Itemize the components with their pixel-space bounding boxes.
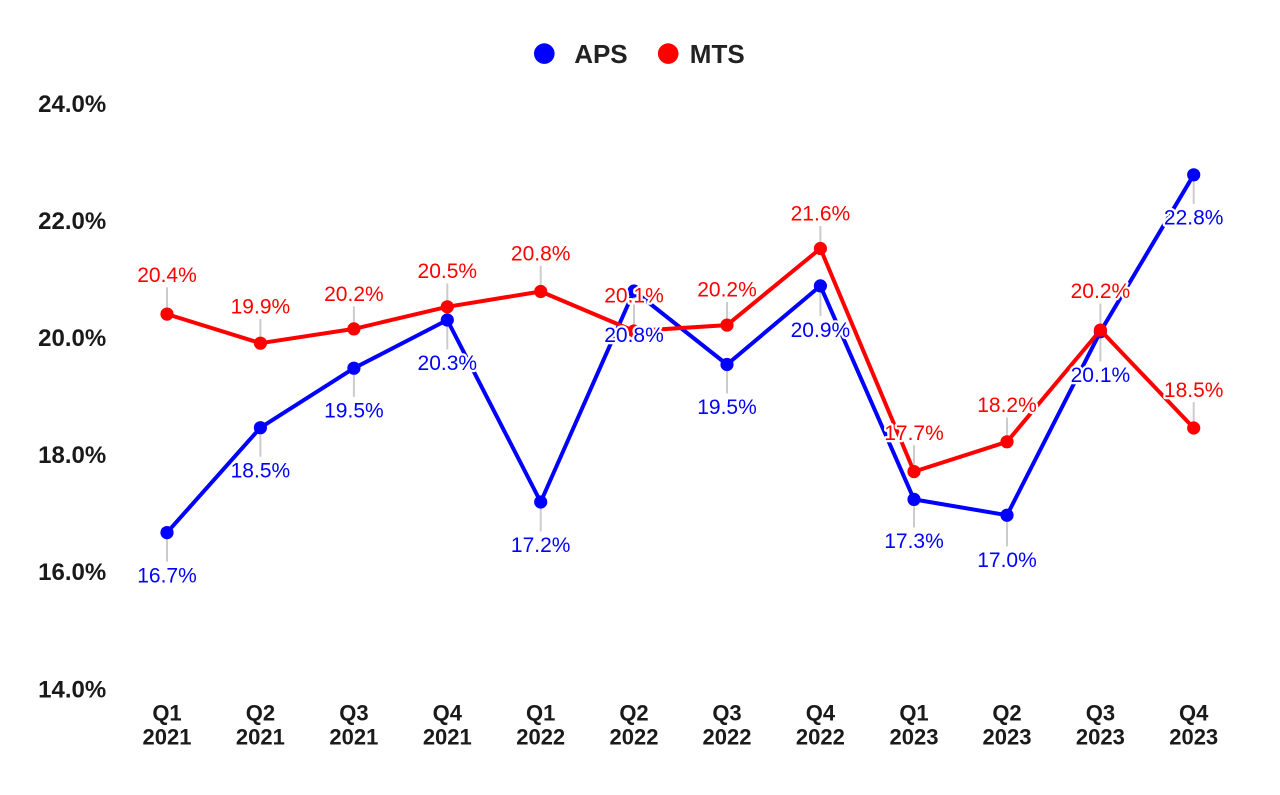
- svg-text:19.5%: 19.5%: [697, 396, 757, 419]
- svg-text:24.0%: 24.0%: [38, 91, 106, 118]
- svg-text:Q1: Q1: [152, 701, 181, 726]
- svg-text:22.8%: 22.8%: [1164, 207, 1224, 230]
- svg-text:Q1: Q1: [526, 701, 555, 726]
- svg-text:MTS: MTS: [690, 39, 745, 69]
- svg-text:20.2%: 20.2%: [1071, 280, 1131, 303]
- svg-text:20.4%: 20.4%: [137, 264, 197, 287]
- svg-text:2022: 2022: [703, 725, 752, 750]
- svg-text:19.9%: 19.9%: [231, 296, 291, 319]
- svg-text:2023: 2023: [890, 725, 939, 750]
- svg-text:2022: 2022: [516, 725, 565, 750]
- svg-text:20.0%: 20.0%: [38, 325, 106, 352]
- svg-text:20.8%: 20.8%: [604, 324, 664, 347]
- svg-text:20.3%: 20.3%: [418, 352, 478, 375]
- svg-text:20.2%: 20.2%: [697, 279, 757, 302]
- svg-text:2021: 2021: [423, 725, 472, 750]
- svg-text:2023: 2023: [1169, 725, 1218, 750]
- svg-text:2023: 2023: [983, 725, 1032, 750]
- svg-text:2022: 2022: [796, 725, 845, 750]
- svg-text:2022: 2022: [610, 725, 659, 750]
- svg-text:18.2%: 18.2%: [977, 394, 1037, 417]
- svg-text:Q4: Q4: [433, 701, 463, 726]
- svg-text:17.3%: 17.3%: [884, 530, 944, 553]
- svg-text:Q3: Q3: [339, 701, 368, 726]
- svg-text:17.7%: 17.7%: [884, 422, 944, 445]
- svg-text:Q2: Q2: [619, 701, 648, 726]
- svg-text:19.5%: 19.5%: [324, 400, 384, 423]
- svg-text:18.5%: 18.5%: [1164, 379, 1224, 402]
- svg-text:20.2%: 20.2%: [324, 283, 384, 306]
- svg-text:Q1: Q1: [899, 701, 928, 726]
- svg-text:16.0%: 16.0%: [38, 559, 106, 586]
- svg-text:20.1%: 20.1%: [604, 284, 664, 307]
- svg-text:20.8%: 20.8%: [511, 242, 571, 265]
- svg-text:2021: 2021: [143, 725, 192, 750]
- svg-text:2021: 2021: [329, 725, 378, 750]
- svg-text:Q3: Q3: [712, 701, 741, 726]
- svg-text:18.0%: 18.0%: [38, 442, 106, 469]
- svg-text:Q3: Q3: [1086, 701, 1115, 726]
- svg-text:21.6%: 21.6%: [791, 203, 851, 226]
- svg-text:2023: 2023: [1076, 725, 1125, 750]
- svg-text:22.0%: 22.0%: [38, 208, 106, 235]
- svg-text:17.2%: 17.2%: [511, 534, 571, 557]
- svg-text:2021: 2021: [236, 725, 285, 750]
- svg-text:20.1%: 20.1%: [1071, 364, 1131, 387]
- svg-text:APS: APS: [574, 39, 627, 69]
- svg-text:20.9%: 20.9%: [791, 319, 851, 342]
- svg-text:Q4: Q4: [1179, 701, 1209, 726]
- svg-text:18.5%: 18.5%: [231, 459, 291, 482]
- svg-text:14.0%: 14.0%: [38, 676, 106, 703]
- svg-text:16.7%: 16.7%: [137, 564, 197, 587]
- svg-text:20.5%: 20.5%: [418, 260, 478, 283]
- svg-text:Q4: Q4: [806, 701, 836, 726]
- svg-text:Q2: Q2: [992, 701, 1021, 726]
- svg-text:17.0%: 17.0%: [977, 549, 1037, 572]
- svg-text:Q2: Q2: [246, 701, 275, 726]
